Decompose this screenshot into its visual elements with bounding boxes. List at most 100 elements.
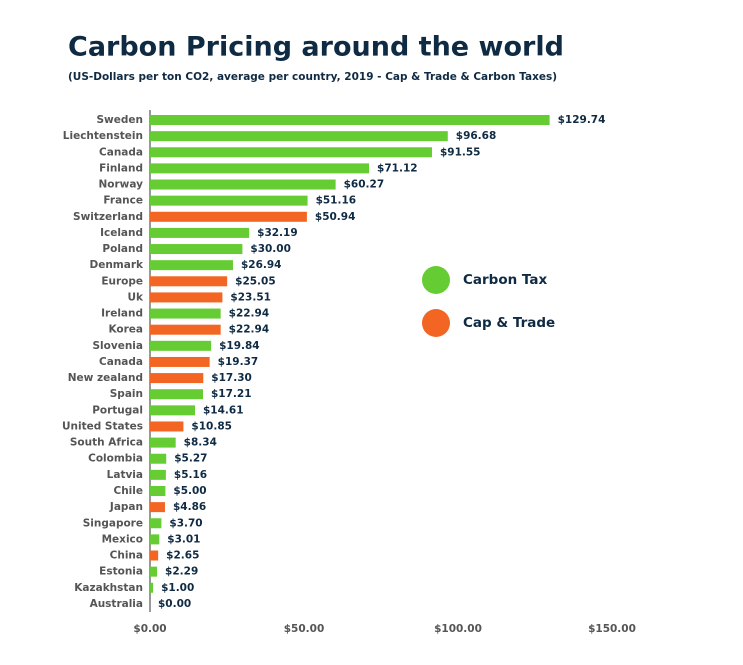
value-label: $60.27 [344, 179, 385, 191]
value-label: $3.70 [169, 517, 202, 529]
y-tick-label: Estonia [99, 566, 143, 578]
y-tick-label: New zealand [68, 372, 143, 384]
value-label: $51.16 [316, 195, 357, 207]
legend-label: Cap & Trade [463, 315, 555, 331]
bar [150, 324, 221, 335]
value-label: $25.05 [235, 275, 276, 287]
x-tick-label: $0.00 [133, 623, 166, 635]
value-label: $4.86 [173, 501, 206, 513]
legend-marker [422, 266, 450, 294]
value-label: $17.21 [211, 388, 252, 400]
value-label: $91.55 [440, 146, 481, 158]
value-label: $1.00 [161, 582, 194, 594]
bar [150, 163, 370, 174]
y-tick-label: Switzerland [73, 211, 143, 223]
bar [150, 373, 204, 384]
y-tick-label: Canada [99, 356, 143, 368]
y-tick-label: Liechtenstein [63, 130, 143, 142]
value-label: $19.84 [219, 340, 260, 352]
bar [150, 566, 158, 577]
value-label: $17.30 [211, 372, 252, 384]
y-tick-label: Ireland [101, 308, 143, 320]
y-tick-label: Japan [109, 501, 143, 513]
chart-title: Carbon Pricing around the world [68, 32, 564, 63]
y-tick-label: Europe [101, 275, 143, 287]
value-label: $3.01 [167, 533, 200, 545]
bar [150, 244, 243, 255]
y-tick-label: Kazakhstan [74, 582, 143, 594]
value-label: $96.68 [456, 130, 497, 142]
value-label: $5.16 [174, 469, 207, 481]
y-tick-label: Spain [110, 388, 143, 400]
value-label: $2.65 [166, 550, 199, 562]
bar [150, 421, 184, 432]
y-tick-label: Korea [108, 324, 143, 336]
y-tick-label: Mexico [102, 533, 143, 545]
x-tick-label: $50.00 [284, 623, 325, 635]
y-tick-label: Norway [99, 179, 144, 191]
bar [150, 211, 307, 222]
value-label: $2.29 [165, 566, 198, 578]
y-tick-label: Australia [90, 598, 143, 610]
y-tick-label: Latvia [107, 469, 143, 481]
value-label: $19.37 [218, 356, 259, 368]
bar [150, 195, 308, 206]
bar [150, 276, 228, 287]
bar [150, 389, 204, 400]
y-tick-label: Finland [99, 162, 143, 174]
y-tick-label: Iceland [100, 227, 143, 239]
y-tick-label: Sweden [97, 114, 144, 126]
y-tick-label: Colombia [88, 453, 143, 465]
value-label: $50.94 [315, 211, 356, 223]
bar [150, 292, 223, 303]
value-label: $32.19 [257, 227, 298, 239]
bar [150, 405, 195, 416]
bar [150, 227, 250, 238]
value-label: $22.94 [229, 308, 270, 320]
y-tick-label: France [103, 195, 143, 207]
value-label: $22.94 [229, 324, 270, 336]
bar [150, 582, 154, 593]
bar [150, 340, 212, 351]
bar [150, 550, 159, 561]
bar [150, 469, 166, 480]
chart-subtitle: (US-Dollars per ton CO2, average per cou… [68, 71, 557, 83]
bar [150, 308, 221, 319]
y-tick-label: Portugal [92, 404, 143, 416]
y-tick-label: Poland [102, 243, 143, 255]
bar [150, 453, 167, 464]
y-tick-label: United States [62, 420, 143, 432]
bar [150, 437, 176, 448]
value-label: $129.74 [558, 114, 606, 126]
bar [150, 502, 165, 513]
y-tick-label: Chile [113, 485, 143, 497]
bar [150, 131, 448, 142]
x-tick-label: $100.00 [434, 623, 482, 635]
y-tick-label: South Africa [70, 437, 143, 449]
value-label: $71.12 [377, 162, 418, 174]
x-tick-label: $150.00 [588, 623, 636, 635]
value-label: $26.94 [241, 259, 282, 271]
bar [150, 260, 233, 271]
bar [150, 147, 432, 158]
bar [150, 485, 166, 496]
value-label: $10.85 [191, 420, 232, 432]
bar [150, 518, 162, 529]
value-label: $23.51 [230, 291, 271, 303]
y-tick-label: China [110, 550, 143, 562]
value-label: $8.34 [184, 437, 217, 449]
legend-marker [422, 309, 450, 337]
bar [150, 115, 550, 125]
value-label: $5.27 [174, 453, 207, 465]
value-label: $30.00 [250, 243, 291, 255]
y-tick-label: Uk [127, 291, 144, 303]
bar [150, 534, 160, 545]
legend-label: Carbon Tax [463, 272, 548, 288]
y-tick-label: Slovenia [92, 340, 143, 352]
value-label: $14.61 [203, 404, 244, 416]
value-label: $0.00 [158, 598, 191, 610]
bar [150, 356, 210, 367]
y-tick-label: Singapore [83, 517, 143, 529]
value-label: $5.00 [173, 485, 206, 497]
